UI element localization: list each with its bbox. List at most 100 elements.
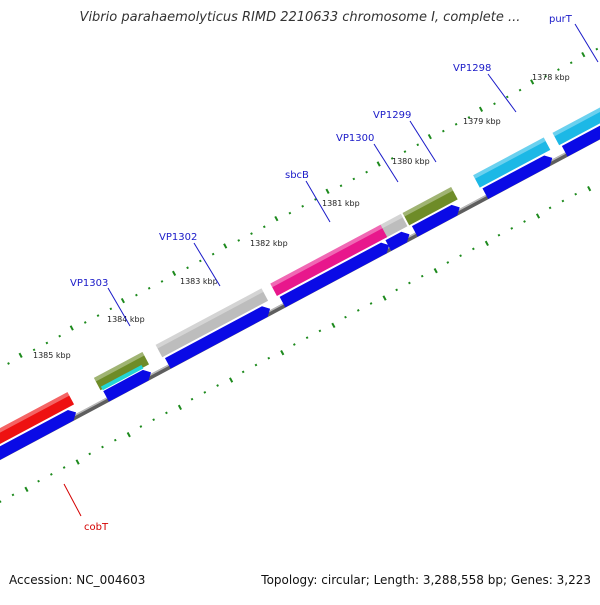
gene-label-purt[interactable]: purT	[549, 14, 573, 25]
outer-tick	[199, 259, 202, 263]
outer-tick	[262, 225, 266, 229]
topology-label: Topology:	[261, 573, 318, 587]
gene-highlight	[0, 392, 70, 433]
inner-tick	[305, 336, 309, 340]
outer-tick	[301, 204, 305, 208]
leader-line	[373, 143, 399, 183]
outer-tick	[581, 51, 586, 58]
inner-tick	[101, 445, 104, 449]
tick-label: 1379 kbp	[463, 117, 501, 126]
inner-tick	[177, 404, 183, 411]
outer-tick	[211, 252, 215, 256]
gene-label-vp1302[interactable]: VP1302	[159, 232, 197, 243]
gene-feature[interactable]	[552, 100, 600, 146]
inner-tick	[139, 425, 143, 428]
genome-stats: Topology: circular; Length: 3,288,558 bp…	[261, 573, 591, 587]
inner-tick	[0, 500, 2, 503]
gene-label-cobt[interactable]: cobT	[84, 522, 109, 533]
gene-label-vp1299[interactable]: VP1299	[373, 110, 411, 121]
inner-tick	[49, 473, 53, 476]
leader-line	[193, 242, 221, 287]
gene-feature[interactable]	[0, 392, 75, 451]
outer-tick	[32, 348, 36, 352]
outer-tick	[365, 170, 368, 174]
inner-tick	[369, 302, 373, 305]
inner-tick	[216, 384, 219, 387]
cds-arrow[interactable]	[385, 231, 410, 251]
cds-arrow[interactable]	[164, 306, 271, 369]
outer-tick	[376, 161, 381, 167]
gene-highlight	[473, 137, 546, 179]
inner-tick	[331, 322, 336, 329]
outer-tick	[45, 341, 49, 345]
inner-tick	[203, 391, 207, 394]
outer-tick	[160, 280, 164, 283]
inner-tick	[75, 459, 80, 465]
outer-tick	[83, 321, 87, 324]
cds-arrow[interactable]	[411, 204, 460, 237]
outer-tick	[518, 88, 522, 92]
genes-label: Genes:	[510, 573, 553, 587]
outer-tick	[69, 325, 74, 331]
inner-tick	[574, 192, 578, 196]
cds-arrow[interactable]	[279, 242, 390, 308]
gene-feature[interactable]	[155, 288, 269, 358]
gene-feature-track[interactable]	[0, 100, 600, 452]
outer-tick	[274, 215, 279, 222]
tick-label: 1380 kbp	[392, 157, 430, 166]
inner-tick	[408, 281, 411, 285]
inner-tick	[254, 363, 258, 367]
inner-tick	[548, 206, 552, 210]
outer-tick	[595, 47, 599, 51]
inner-tick	[88, 452, 92, 456]
gene-highlight	[93, 352, 145, 382]
cds-feature-track[interactable]	[0, 118, 600, 463]
outer-tick	[147, 286, 151, 290]
gene-label-vp1303[interactable]: VP1303	[70, 278, 108, 289]
inner-tick	[484, 240, 489, 247]
inner-tick	[356, 309, 360, 312]
gene-feature[interactable]	[402, 187, 458, 226]
inner-tick	[472, 247, 475, 251]
tick-label: 1378 kbp	[532, 73, 570, 82]
gene-highlight	[402, 187, 454, 217]
accession-label: Accession:	[9, 573, 73, 587]
tick-label: 1382 kbp	[250, 239, 288, 248]
inner-tick	[229, 377, 234, 383]
inner-tick	[11, 493, 15, 497]
gene-highlight	[270, 224, 383, 288]
gene-label-sbcb[interactable]: sbcB	[285, 170, 309, 181]
inner-tick	[459, 254, 462, 258]
outer-tick	[172, 270, 177, 276]
gene-feature[interactable]	[270, 224, 388, 297]
gene-highlight	[376, 213, 403, 231]
outer-tick	[186, 266, 189, 270]
inner-tick	[113, 438, 117, 442]
inner-tick	[318, 329, 322, 333]
outer-tick	[58, 334, 62, 338]
inner-tick	[587, 185, 592, 192]
gene-feature[interactable]	[93, 352, 150, 391]
cds-arrow[interactable]	[103, 369, 152, 402]
gene-label-vp1300[interactable]: VP1300	[336, 133, 374, 144]
outer-tick	[530, 79, 535, 85]
outer-tick	[544, 75, 547, 78]
inner-tick	[62, 466, 66, 469]
cds-arrow[interactable]	[482, 155, 553, 200]
inner-tick	[24, 486, 29, 493]
gene-label-vp1298[interactable]: VP1298	[453, 63, 491, 74]
leader-line	[409, 120, 437, 163]
gene-feature[interactable]	[473, 137, 551, 188]
gene-feature[interactable]	[100, 365, 144, 391]
outer-tick	[109, 307, 113, 311]
inner-tick	[420, 274, 424, 278]
cds-arrow[interactable]	[0, 409, 77, 463]
inner-tick	[292, 343, 296, 346]
inner-tick	[510, 226, 514, 230]
inner-tick	[267, 356, 271, 360]
outer-tick	[120, 297, 125, 304]
inner-tick	[497, 233, 501, 237]
cds-arrow[interactable]	[561, 118, 600, 157]
